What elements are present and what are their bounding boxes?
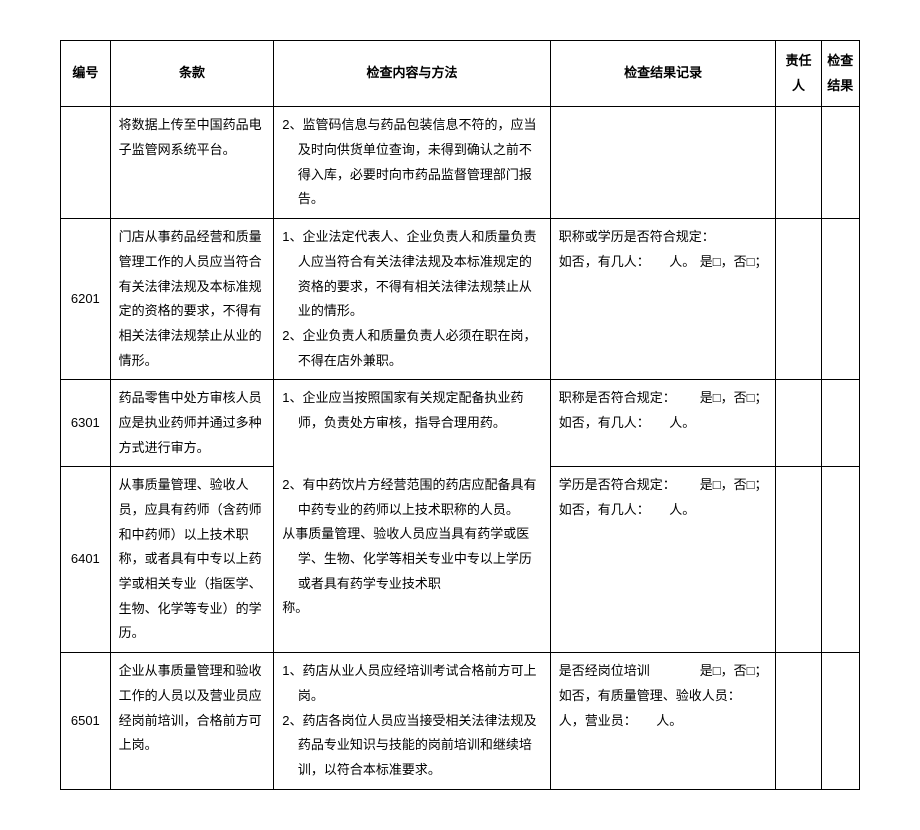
method-item: 2、药店各岗位人员应当接受相关法律法规及药品专业知识与技能的岗前培训和继续培训，… — [282, 709, 541, 783]
header-clause: 条款 — [110, 41, 274, 107]
cell-id: 6201 — [61, 219, 111, 380]
table-row: 6201 门店从事药品经营和质量管理工作的人员应当符合有关法律法规及本标准规定的… — [61, 219, 860, 380]
result-sub: 如否，有几人： 人。 — [559, 411, 768, 436]
table-row: 6401 从事质量管理、验收人员，应具有药师（含药师和中药师）以上技术职称，或者… — [61, 467, 860, 653]
cell-person — [776, 107, 821, 219]
table-row: 6501 企业从事质量管理和验收工作的人员以及营业员应经岗前培训，合格前方可上岗… — [61, 653, 860, 789]
result-options: 是□，否□； — [700, 659, 768, 684]
cell-id: 6501 — [61, 653, 111, 789]
cell-check — [821, 467, 859, 653]
method-item: 2、企业负责人和质量负责人必须在职在岗，不得在店外兼职。 — [282, 324, 541, 373]
header-method: 检查内容与方法 — [274, 41, 550, 107]
cell-result: 是否经岗位培训 是□，否□； 如否，有质量管理、验收人员： 人，营业员： 人。 — [550, 653, 776, 789]
cell-check — [821, 380, 859, 467]
result-options: 是□，否□； — [700, 386, 768, 411]
cell-id: 6301 — [61, 380, 111, 467]
cell-method: 1、企业法定代表人、企业负责人和质量负责人应当符合有关法律法规及本标准规定的资格… — [274, 219, 550, 380]
result-question: 学历是否符合规定： 是□，否□； — [559, 473, 768, 498]
header-check: 检查结果 — [821, 41, 859, 107]
result-options: 是□，否□； — [700, 250, 768, 275]
cell-person — [776, 653, 821, 789]
cell-result: 职称是否符合规定： 是□，否□； 如否，有几人： 人。 — [550, 380, 776, 467]
method-item: 从事质量管理、验收人员应当具有药学或医学、生物、化学等相关专业中专以上学历或者具… — [282, 522, 541, 596]
cell-person — [776, 467, 821, 653]
cell-result: 学历是否符合规定： 是□，否□； 如否，有几人： 人。 — [550, 467, 776, 653]
method-item: 1、企业应当按照国家有关规定配备执业药师，负责处方审核，指导合理用药。 — [282, 386, 541, 435]
cell-method: 1、药店从业人员应经培训考试合格前方可上岗。 2、药店各岗位人员应当接受相关法律… — [274, 653, 550, 789]
inspection-table: 编号 条款 检查内容与方法 检查结果记录 责任人 检查结果 将数据上传至中国药品… — [60, 40, 860, 790]
cell-clause: 从事质量管理、验收人员，应具有药师（含药师和中药师）以上技术职称，或者具有中专以… — [110, 467, 274, 653]
cell-check — [821, 653, 859, 789]
cell-check — [821, 219, 859, 380]
method-item: 1、药店从业人员应经培训考试合格前方可上岗。 — [282, 659, 541, 708]
cell-method: 2、监管码信息与药品包装信息不符的，应当及时向供货单位查询，未得到确认之前不得入… — [274, 107, 550, 219]
cell-result — [550, 107, 776, 219]
cell-id: 6401 — [61, 467, 111, 653]
cell-result: 职称或学历是否符合规定： 是□，否□； 如否，有几人： 人。 — [550, 219, 776, 380]
cell-person — [776, 219, 821, 380]
result-question: 职称是否符合规定： 是□，否□； — [559, 386, 768, 411]
table-row: 将数据上传至中国药品电子监管网系统平台。 2、监管码信息与药品包装信息不符的，应… — [61, 107, 860, 219]
method-item: 2、有中药饮片方经营范围的药店应配备具有中药专业的药师以上技术职称的人员。 — [282, 473, 541, 522]
cell-method: 1、企业应当按照国家有关规定配备执业药师，负责处方审核，指导合理用药。 — [274, 380, 550, 467]
method-item: 2、监管码信息与药品包装信息不符的，应当及时向供货单位查询，未得到确认之前不得入… — [282, 113, 541, 212]
header-result: 检查结果记录 — [550, 41, 776, 107]
result-options: 是□，否□； — [700, 473, 768, 498]
cell-clause: 企业从事质量管理和验收工作的人员以及营业员应经岗前培训，合格前方可上岗。 — [110, 653, 274, 789]
cell-person — [776, 380, 821, 467]
table-row: 6301 药品零售中处方审核人员应是执业药师并通过多种方式进行审方。 1、企业应… — [61, 380, 860, 467]
header-person: 责任人 — [776, 41, 821, 107]
result-sub: 如否，有几人： 人。 — [559, 498, 768, 523]
cell-clause: 将数据上传至中国药品电子监管网系统平台。 — [110, 107, 274, 219]
method-item: 称。 — [282, 600, 308, 615]
table-header-row: 编号 条款 检查内容与方法 检查结果记录 责任人 检查结果 — [61, 41, 860, 107]
cell-method: 2、有中药饮片方经营范围的药店应配备具有中药专业的药师以上技术职称的人员。 从事… — [274, 467, 550, 653]
result-question: 是否经岗位培训 是□，否□； — [559, 659, 768, 684]
cell-clause: 药品零售中处方审核人员应是执业药师并通过多种方式进行审方。 — [110, 380, 274, 467]
result-sub: 如否，有质量管理、验收人员： 人，营业员： 人。 — [559, 684, 768, 733]
header-id: 编号 — [61, 41, 111, 107]
cell-clause: 门店从事药品经营和质量管理工作的人员应当符合有关法律法规及本标准规定的资格的要求… — [110, 219, 274, 380]
method-item: 1、企业法定代表人、企业负责人和质量负责人应当符合有关法律法规及本标准规定的资格… — [282, 225, 541, 324]
result-question: 职称或学历是否符合规定： 是□，否□； — [559, 225, 768, 250]
cell-check — [821, 107, 859, 219]
cell-id — [61, 107, 111, 219]
